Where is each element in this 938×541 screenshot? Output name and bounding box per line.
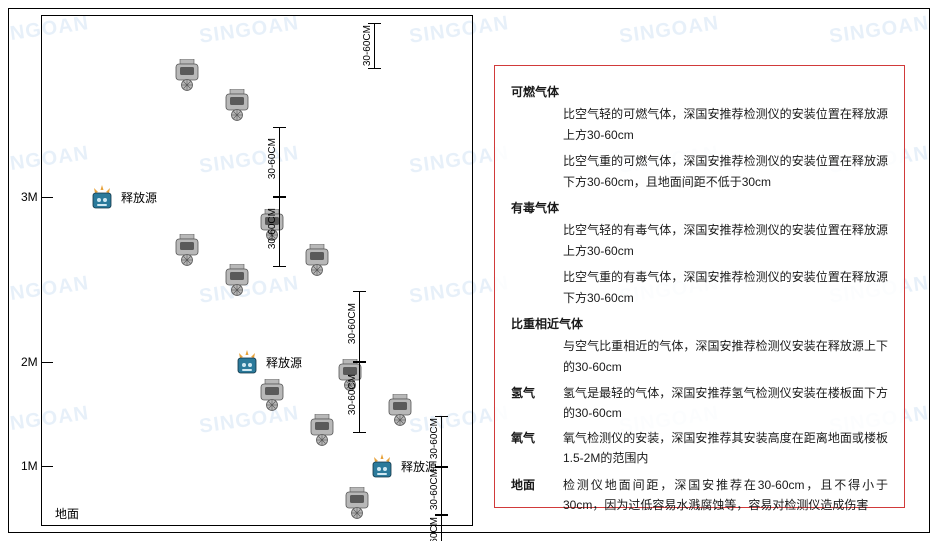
sec-combustible-title: 可燃气体: [511, 82, 888, 102]
sec-toxic-p2: 比空气重的有毒气体，深国安推荐检测仪的安装位置在释放源下方30-60cm: [563, 267, 888, 308]
dimension-bracket: 30-60CM: [433, 515, 451, 541]
sec-combustible-p2: 比空气重的可燃气体，深国安推荐检测仪的安装位置在释放源下方30-60cm，且地面…: [563, 151, 888, 192]
sec-oxygen-title: 氧气: [511, 428, 563, 469]
detector-icon: [344, 487, 370, 519]
diagram-frame: [41, 15, 473, 526]
detector-icon: [174, 234, 200, 266]
ground-label: 地面: [55, 505, 79, 522]
detector-icon: [304, 244, 330, 276]
dimension-bracket: 30-60CM: [351, 362, 369, 433]
dimension-label: 30-60CM: [429, 469, 440, 510]
dimension-label: 30-60CM: [267, 138, 278, 179]
sec-ground: 地面 检测仪地面间距，深国安推荐在30-60cm，且不得小于30cm，因为过低容…: [511, 475, 888, 516]
watermark-text: SINGOAN: [828, 12, 929, 49]
sec-toxic-title: 有毒气体: [511, 198, 888, 218]
source-label: 释放源: [121, 189, 157, 206]
dimension-bracket: 30-60CM: [351, 291, 369, 362]
y-axis-tick: [41, 197, 53, 198]
dimension-bracket: 30-60CM: [433, 467, 451, 515]
info-panel: 可燃气体 比空气轻的可燃气体，深国安推荐检测仪的安装位置在释放源上方30-60c…: [494, 65, 905, 508]
detector-icon: [259, 379, 285, 411]
dimension-label: 30-60CM: [347, 374, 358, 415]
source-label: 释放源: [266, 354, 302, 371]
dimension-bracket: 30-60CM: [271, 197, 289, 267]
watermark-text: SINGOAN: [618, 12, 721, 49]
dimension-label: 30-60CM: [347, 303, 358, 344]
detector-icon: [224, 89, 250, 121]
dimension-label: 30-60CM: [267, 208, 278, 249]
detector-icon: [224, 264, 250, 296]
y-axis-label: 3M: [21, 190, 38, 204]
sec-combustible-p1: 比空气轻的可燃气体，深国安推荐检测仪的安装位置在释放源上方30-60cm: [563, 104, 888, 145]
dimension-label: 30-60CM: [429, 418, 440, 459]
sec-hydrogen-p1: 氢气是最轻的气体，深国安推荐氢气检测仪安装在楼板面下方的30-60cm: [563, 383, 888, 424]
dimension-bracket: 30-60CM: [366, 23, 384, 69]
dimension-bracket: 30-60CM: [433, 416, 451, 467]
dimension-label: 30-60CM: [429, 517, 440, 541]
outer-frame: SINGOANSINGOANSINGOANSINGOANSINGOANSINGO…: [8, 8, 930, 533]
y-axis-tick: [41, 466, 53, 467]
detector-icon: [174, 59, 200, 91]
detector-icon: [309, 414, 335, 446]
sec-oxygen-p1: 氧气检测仪的安装，深国安推荐其安装高度在距离地面或楼板1.5-2M的范围内: [563, 428, 888, 469]
sec-hydrogen-title: 氢气: [511, 383, 563, 424]
y-axis-label: 2M: [21, 355, 38, 369]
sec-ground-title: 地面: [511, 475, 563, 516]
y-axis-label: 1M: [21, 459, 38, 473]
source-icon: [89, 185, 115, 211]
dimension-bracket: 30-60CM: [271, 127, 289, 197]
sec-oxygen: 氧气 氧气检测仪的安装，深国安推荐其安装高度在距离地面或楼板1.5-2M的范围内: [511, 428, 888, 469]
sec-toxic-p1: 比空气轻的有毒气体，深国安推荐检测仪的安装位置在释放源上方30-60cm: [563, 220, 888, 261]
sec-similar-title: 比重相近气体: [511, 314, 888, 334]
source-icon: [234, 350, 260, 376]
sec-hydrogen: 氢气 氢气是最轻的气体，深国安推荐氢气检测仪安装在楼板面下方的30-60cm: [511, 383, 888, 424]
y-axis-tick: [41, 362, 53, 363]
detector-icon: [387, 394, 413, 426]
sec-similar-p1: 与空气比重相近的气体，深国安推荐检测仪安装在释放源上下的30-60cm: [563, 336, 888, 377]
source-icon: [369, 454, 395, 480]
sec-ground-p1: 检测仪地面间距，深国安推荐在30-60cm，且不得小于30cm，因为过低容易水溅…: [563, 475, 888, 516]
dimension-label: 30-60CM: [362, 25, 373, 66]
